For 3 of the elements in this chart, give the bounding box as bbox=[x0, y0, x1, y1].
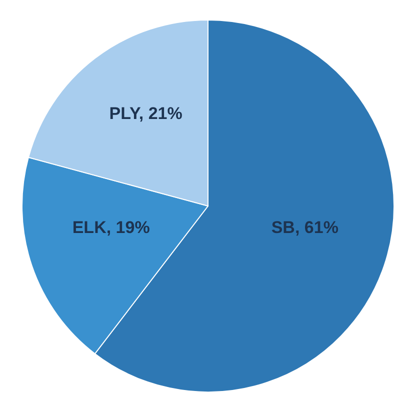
slice-label: ELK, 19% bbox=[71, 216, 151, 238]
slice-label: PLY, 21% bbox=[108, 102, 184, 124]
slice-label: SB, 61% bbox=[270, 216, 340, 238]
